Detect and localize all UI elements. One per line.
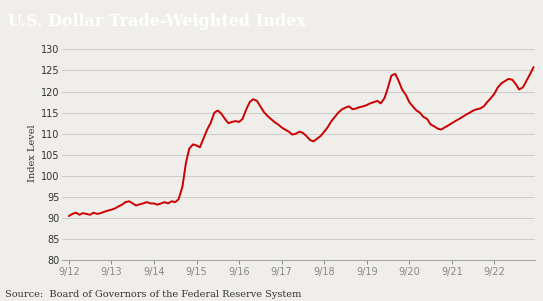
Text: U.S. Dollar Trade-Weighted Index: U.S. Dollar Trade-Weighted Index	[8, 13, 306, 30]
Y-axis label: Index Level: Index Level	[28, 124, 37, 182]
Text: Source:  Board of Governors of the Federal Reserve System: Source: Board of Governors of the Federa…	[5, 290, 302, 299]
